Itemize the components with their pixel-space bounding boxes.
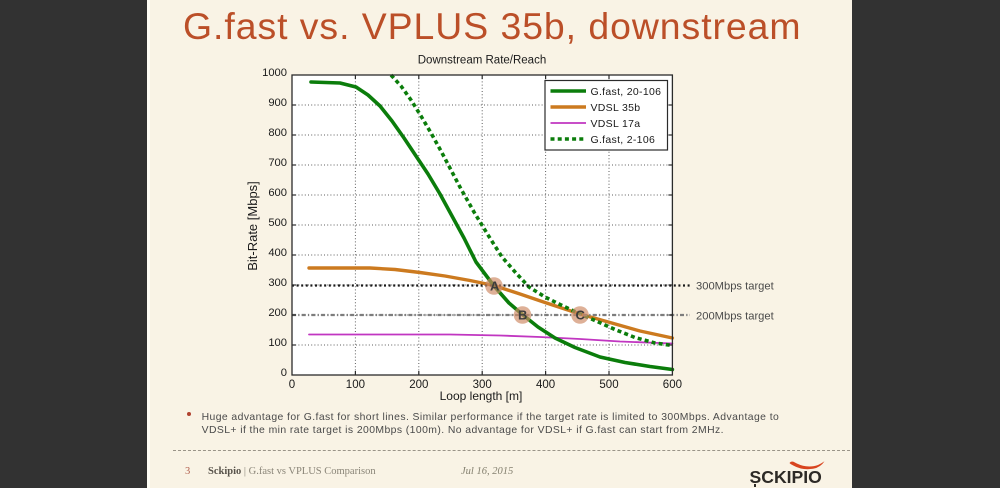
svg-text:Loop length [m]: Loop length [m] <box>440 389 523 403</box>
svg-text:100: 100 <box>268 337 287 349</box>
svg-text:500: 500 <box>599 379 618 391</box>
svg-text:700: 700 <box>268 157 287 169</box>
svg-text:400: 400 <box>268 247 287 259</box>
svg-text:100: 100 <box>346 379 365 391</box>
svg-text:G.fast, 2-106: G.fast, 2-106 <box>591 134 656 146</box>
svg-text:300Mbps target: 300Mbps target <box>696 281 775 293</box>
svg-text:300: 300 <box>268 277 287 289</box>
svg-text:1000: 1000 <box>262 67 287 79</box>
svg-text:C: C <box>576 308 586 323</box>
svg-text:VDSL 35b: VDSL 35b <box>591 102 641 114</box>
svg-text:900: 900 <box>268 97 287 109</box>
svg-text:B: B <box>518 308 527 323</box>
svg-text:0: 0 <box>281 367 287 379</box>
svg-text:VDSL 17a: VDSL 17a <box>591 118 641 130</box>
svg-text:Bit-Rate [Mbps]: Bit-Rate [Mbps] <box>245 181 260 271</box>
svg-text:200: 200 <box>268 307 287 319</box>
svg-text:400: 400 <box>536 379 555 391</box>
svg-text:200: 200 <box>409 379 428 391</box>
svg-text:600: 600 <box>268 187 287 199</box>
svg-text:200Mbps target: 200Mbps target <box>696 311 775 323</box>
svg-text:A: A <box>490 279 500 294</box>
svg-text:500: 500 <box>268 217 287 229</box>
svg-text:600: 600 <box>663 379 682 391</box>
svg-text:Downstream Rate/Reach: Downstream Rate/Reach <box>418 55 546 67</box>
svg-text:G.fast, 20-106: G.fast, 20-106 <box>591 86 662 98</box>
svg-text:300: 300 <box>473 379 492 391</box>
svg-text:800: 800 <box>268 127 287 139</box>
svg-text:0: 0 <box>289 379 295 391</box>
